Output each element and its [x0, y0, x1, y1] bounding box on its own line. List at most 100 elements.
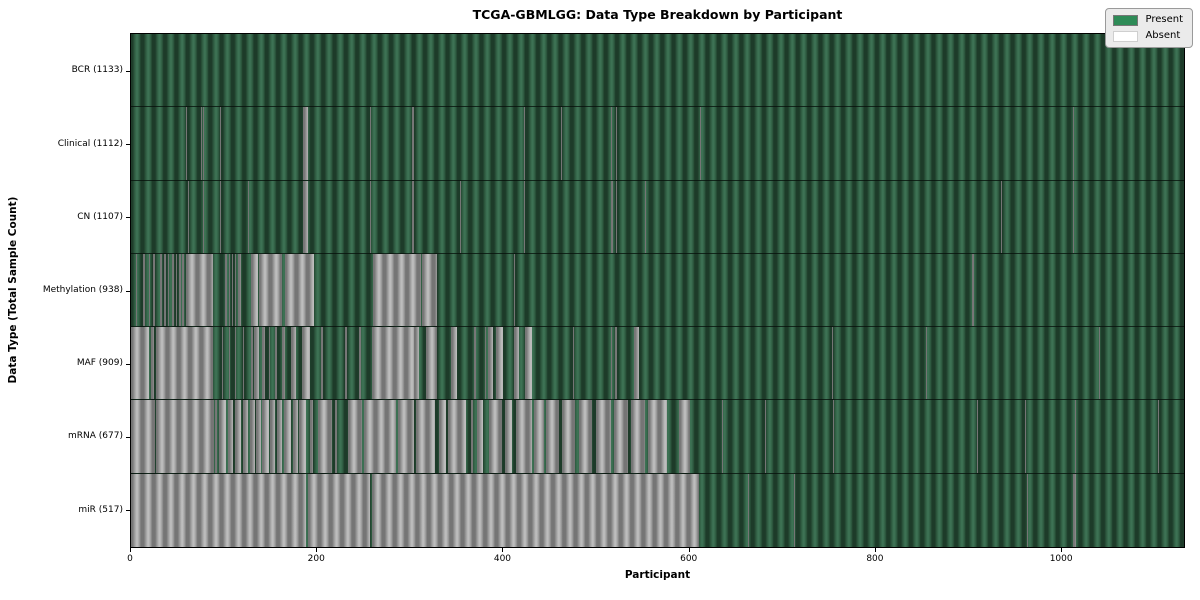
absent-segment: [248, 180, 250, 253]
absent-segment: [716, 400, 718, 473]
absent-segment: [411, 180, 415, 253]
legend-label-absent: Absent: [1145, 30, 1181, 41]
absent-segment: [235, 327, 237, 400]
absent-segment: [647, 400, 668, 473]
absent-segment: [281, 327, 286, 400]
x-axis-title: Participant: [624, 569, 691, 581]
absent-segment: [748, 473, 750, 547]
absent-segment: [262, 400, 269, 473]
legend-label-present: Present: [1145, 14, 1183, 25]
absent-segment: [131, 473, 306, 547]
absent-segment: [148, 253, 150, 327]
absent-segment: [262, 327, 265, 400]
absent-segment: [524, 180, 526, 253]
absent-segment: [616, 107, 618, 180]
absent-segment: [270, 400, 276, 473]
absent-segment: [1025, 400, 1026, 473]
absent-segment: [228, 327, 231, 400]
y-tick-mark: [126, 510, 130, 511]
heatmap-row-Methylation: [131, 253, 1184, 328]
absent-segment: [153, 253, 156, 327]
absent-segment: [473, 327, 476, 400]
absent-segment: [925, 327, 927, 400]
x-tick-label-600: 600: [680, 554, 698, 564]
absent-segment: [764, 400, 766, 473]
absent-segment: [471, 400, 473, 473]
absent-segment: [562, 400, 576, 473]
absent-segment: [504, 400, 513, 473]
absent-segment: [1157, 400, 1159, 473]
absent-segment: [229, 180, 231, 253]
absent-segment: [414, 327, 420, 400]
absent-segment: [524, 107, 526, 180]
absent-segment: [546, 400, 559, 473]
absent-segment: [275, 327, 277, 400]
absent-segment: [156, 400, 214, 473]
x-tick-mark: [502, 548, 504, 552]
absent-segment: [644, 180, 646, 253]
absent-segment: [348, 400, 363, 473]
y-tick-mark: [126, 364, 130, 365]
absent-segment: [369, 107, 371, 180]
absent-segment: [525, 327, 533, 400]
absent-segment: [171, 253, 174, 327]
y-tick-label-Methylation: Methylation (938): [42, 285, 123, 295]
absent-segment: [131, 400, 156, 473]
absent-segment: [242, 400, 249, 473]
absent-segment: [447, 400, 466, 473]
absent-segment: [832, 400, 834, 473]
absent-segment: [460, 180, 461, 253]
heatmap-row-mRNA: [131, 400, 1184, 474]
absent-segment: [488, 400, 502, 473]
absent-segment: [397, 400, 415, 473]
absent-segment: [485, 327, 487, 400]
absent-segment: [573, 327, 575, 400]
absent-segment: [307, 473, 370, 547]
absent-segment: [214, 400, 218, 473]
absent-segment: [249, 400, 255, 473]
absent-segment: [513, 253, 515, 327]
absent-segment: [290, 327, 297, 400]
absent-segment: [1073, 473, 1077, 547]
absent-segment: [421, 253, 437, 327]
absent-segment: [1075, 400, 1077, 473]
absent-segment: [699, 107, 701, 180]
heatmap-row-Clinical: [131, 107, 1184, 181]
absent-segment: [372, 253, 421, 327]
y-tick-label-BCR: BCR (1133): [71, 65, 123, 76]
absent-segment: [285, 253, 315, 327]
absent-segment: [610, 327, 613, 400]
legend: Present Absent: [1105, 8, 1193, 48]
absent-segment: [220, 107, 222, 180]
y-tick-label-CN: CN (1107): [77, 211, 123, 222]
absent-segment: [371, 327, 414, 400]
absent-segment: [487, 327, 494, 400]
absent-segment: [299, 400, 306, 473]
absent-segment: [611, 107, 613, 180]
absent-segment: [250, 327, 253, 400]
absent-segment: [131, 327, 149, 400]
absent-segment: [317, 400, 332, 473]
absent-segment: [633, 327, 640, 400]
x-tick-label-800: 800: [866, 554, 884, 564]
absent-segment: [614, 400, 629, 473]
absent-segment: [253, 327, 260, 400]
absent-segment: [616, 180, 618, 253]
absent-segment: [476, 400, 484, 473]
absent-segment: [972, 253, 974, 327]
absent-segment: [411, 107, 415, 180]
heatmap-row-CN: [131, 180, 1184, 254]
absent-segment: [235, 253, 237, 327]
absent-segment: [242, 327, 245, 400]
absent-segment: [371, 473, 699, 547]
absent-segment: [1058, 473, 1060, 547]
absent-segment: [976, 400, 978, 473]
x-tick-mark: [130, 548, 131, 552]
y-tick-label-MAF: MAF (909): [76, 358, 123, 369]
x-tick-label-200: 200: [307, 554, 325, 564]
absent-segment: [202, 107, 204, 180]
heatmap-row-miR: [131, 473, 1184, 547]
absent-segment: [1099, 327, 1101, 400]
absent-segment: [150, 327, 155, 400]
absent-segment: [175, 253, 178, 327]
